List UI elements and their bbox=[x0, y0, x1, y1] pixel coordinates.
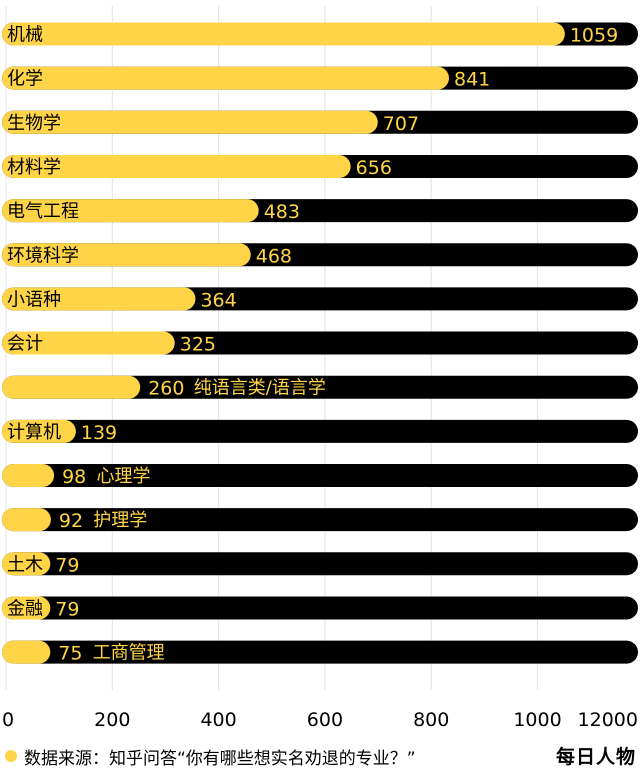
category-label: 电气工程 bbox=[7, 201, 79, 222]
bar-fill bbox=[2, 22, 565, 46]
bar-fill bbox=[2, 640, 51, 664]
category-label: 金融 bbox=[7, 598, 43, 619]
bar-fill bbox=[2, 287, 196, 311]
value-label: 260 bbox=[148, 378, 184, 400]
x-tick-label: 0 bbox=[2, 709, 14, 731]
bars: 机械 1059 化学 841 生物学 707 材料学 656 电气工程 483 环境科学 468 小语种… bbox=[2, 22, 638, 665]
x-tick-label: 800 bbox=[413, 709, 449, 731]
value-label: 364 bbox=[200, 289, 236, 311]
category-label: 生物学 bbox=[7, 113, 61, 134]
bar-row: 电气工程 483 bbox=[2, 199, 638, 223]
bar-fill bbox=[2, 199, 259, 223]
bar-row: 小语种 364 bbox=[2, 287, 638, 311]
bar-row: 土木 79 bbox=[2, 552, 638, 576]
category-label: 计算机 bbox=[7, 422, 61, 443]
bar-row: 材料学 656 bbox=[2, 154, 638, 179]
bar-track bbox=[2, 375, 638, 399]
bar-fill bbox=[2, 508, 51, 532]
x-tick-label: 600 bbox=[307, 709, 343, 731]
value-label: 98 bbox=[62, 466, 86, 488]
category-label: 化学 bbox=[7, 69, 43, 90]
bar-fill bbox=[2, 66, 449, 90]
brand-logo: 每日人物 bbox=[555, 746, 636, 768]
bar-fill bbox=[2, 154, 351, 178]
bar-track bbox=[2, 640, 638, 664]
category-label: 工商管理 bbox=[93, 643, 165, 664]
bar-row: 260 纯语言类/语言学 bbox=[2, 375, 638, 400]
bar-fill bbox=[2, 243, 251, 267]
bar-row: 会计 325 bbox=[2, 331, 638, 356]
value-label: 79 bbox=[55, 554, 79, 576]
value-label: 707 bbox=[383, 113, 419, 135]
bar-row: 生物学 707 bbox=[2, 110, 638, 135]
bar-row: 金融 79 bbox=[2, 596, 638, 620]
bar-row: 环境科学 468 bbox=[2, 243, 638, 267]
bar-track bbox=[2, 596, 638, 620]
category-label: 会计 bbox=[7, 334, 43, 355]
category-label: 心理学 bbox=[96, 466, 150, 487]
source-bullet-icon bbox=[5, 750, 17, 762]
value-label: 1059 bbox=[570, 25, 618, 47]
category-label: 护理学 bbox=[93, 510, 147, 531]
category-label: 机械 bbox=[7, 25, 43, 46]
category-label: 小语种 bbox=[7, 289, 61, 310]
bar-fill bbox=[2, 375, 141, 399]
bar-row: 机械 1059 bbox=[2, 22, 638, 47]
footer: 数据来源：知乎问答“你有哪些想实名劝退的专业？” 每日人物 bbox=[0, 736, 640, 771]
x-axis-ticks: 0 200 400 600 800 1000 12000 bbox=[2, 709, 638, 731]
value-label: 468 bbox=[256, 245, 292, 267]
value-label: 483 bbox=[264, 201, 300, 223]
bar-track bbox=[2, 552, 638, 576]
bar-track bbox=[2, 464, 638, 487]
bar-track bbox=[2, 508, 638, 532]
x-tick-label: 400 bbox=[200, 709, 236, 731]
bar-fill bbox=[2, 331, 175, 355]
bar-fill bbox=[2, 464, 55, 487]
x-tick-label: 1000 bbox=[513, 709, 561, 731]
category-label: 环境科学 bbox=[7, 245, 79, 266]
bar-fill bbox=[2, 552, 51, 576]
bar-row: 98 心理学 bbox=[2, 464, 638, 488]
bar-fill bbox=[2, 110, 378, 134]
value-label: 75 bbox=[58, 643, 82, 665]
value-label: 79 bbox=[55, 598, 79, 620]
value-label: 656 bbox=[356, 157, 392, 179]
category-label: 纯语言类/语言学 bbox=[194, 378, 326, 399]
bar-fill bbox=[2, 596, 51, 620]
bar-chart: 机械 1059 化学 841 生物学 707 材料学 656 电气工程 483 环境科学 468 小语种… bbox=[2, 6, 638, 731]
value-label: 92 bbox=[59, 510, 83, 532]
category-label: 材料学 bbox=[7, 157, 61, 178]
bar-row: 计算机 139 bbox=[2, 419, 638, 444]
x-tick-label: 12000 bbox=[578, 709, 638, 731]
bar-row: 75 工商管理 bbox=[2, 640, 638, 665]
value-label: 325 bbox=[180, 334, 216, 356]
bar-track bbox=[2, 419, 638, 443]
value-label: 841 bbox=[454, 69, 490, 91]
bar-row: 化学 841 bbox=[2, 66, 638, 91]
value-label: 139 bbox=[81, 422, 117, 444]
bar-row: 92 护理学 bbox=[2, 508, 638, 532]
x-tick-label: 200 bbox=[94, 709, 130, 731]
source-note: 数据来源：知乎问答“你有哪些想实名劝退的专业？” bbox=[24, 749, 416, 769]
category-label: 土木 bbox=[7, 554, 43, 575]
bar-fill bbox=[2, 419, 76, 443]
